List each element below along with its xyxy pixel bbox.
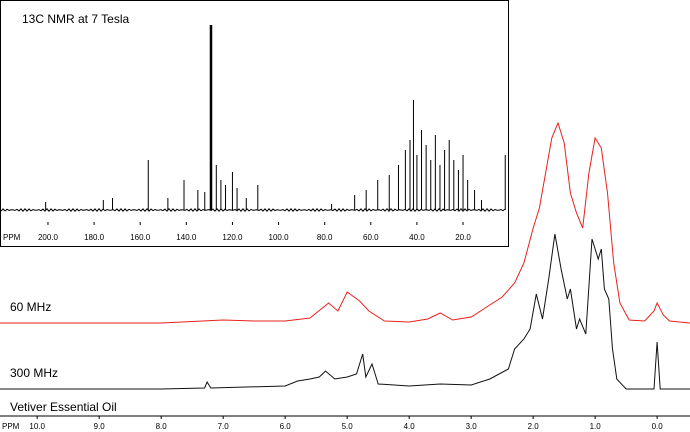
- x-tick-label: 120.0: [222, 233, 243, 242]
- x-tick-label: 80.0: [317, 233, 333, 242]
- x-tick-label: 9.0: [94, 422, 106, 431]
- inset-frame: [0, 0, 509, 247]
- x-tick-label: 100.0: [269, 233, 290, 242]
- series-label: 60 MHz: [10, 300, 51, 314]
- x-tick-label: 160.0: [130, 233, 151, 242]
- x-tick-label: 200.0: [38, 233, 59, 242]
- x-tick-label: 6.0: [280, 422, 292, 431]
- x-tick-label: 40.0: [409, 233, 425, 242]
- series-label: 300 MHz: [10, 366, 58, 380]
- x-tick-label: 3.0: [466, 422, 478, 431]
- x-tick-label: 4.0: [404, 422, 416, 431]
- x-tick-label: 140.0: [176, 233, 197, 242]
- inset-plot: 200.0 180.0 160.0 140.0 120.0 100.0 80.0 60.0 40…: [0, 25, 506, 242]
- x-tick-label: 1.0: [590, 422, 602, 431]
- spectrum-line: [0, 121, 690, 324]
- x-axis-label: PPM: [2, 422, 20, 431]
- x-tick-label: 2.0: [528, 422, 540, 431]
- main-plot: 10.0 9.0 8.0 7.0 6.0 5.0 4.0 3.0 2.0 1.0 0.0 60 MHz…: [0, 121, 690, 431]
- x-tick-label: 7.0: [218, 422, 230, 431]
- x-tick-label: 60.0: [363, 233, 379, 242]
- inset-x-axis-label: PPM: [3, 233, 21, 242]
- x-tick-label: 20.0: [455, 233, 471, 242]
- sample-title: Vetiver Essential Oil: [10, 400, 117, 414]
- inset-title: 13C NMR at 7 Tesla: [22, 12, 129, 26]
- x-tick-label: 5.0: [342, 422, 354, 431]
- x-tick-label: 10.0: [29, 422, 45, 431]
- x-tick-label: 180.0: [84, 233, 105, 242]
- x-tick-label: 0.0: [652, 422, 664, 431]
- x-tick-label: 8.0: [156, 422, 168, 431]
- spectrum-line: [0, 233, 690, 390]
- baseline-noise: [0, 208, 506, 212]
